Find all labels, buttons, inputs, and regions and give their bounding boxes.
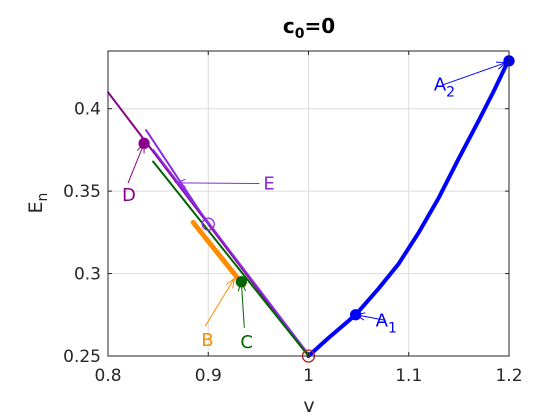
annotation-label: B [201, 330, 213, 351]
title-rest: =0 [304, 14, 335, 38]
x-axis-label: v [303, 395, 314, 417]
tick-layer: 0.8 0.9 1 1.1 1.2 0.25 0.3 0.35 0.4 [63, 51, 523, 386]
annotation-arrowhead [136, 142, 145, 154]
series-line [152, 160, 310, 357]
annotation-label: A2 [434, 75, 455, 101]
annotation-label-base: D [122, 185, 136, 206]
y-axis-label-base: E [25, 201, 47, 213]
y-axis-label: En [25, 193, 51, 214]
y-tick-label: 0.3 [74, 265, 101, 285]
series-line [190, 220, 246, 288]
series-layer [107, 57, 511, 358]
x-tick-label: 0.9 [195, 366, 222, 386]
x-tick-label: 1.1 [395, 366, 422, 386]
title-sub: 0 [295, 26, 305, 42]
marker-layer [138, 55, 515, 363]
annotation-label-base: A [434, 75, 447, 96]
annotation-arrow-line [204, 278, 235, 327]
series-line [152, 148, 310, 356]
annotation-arrowhead [174, 178, 186, 188]
annotation-arrow-line [240, 281, 245, 328]
y-tick-label: 0.35 [63, 182, 101, 202]
point-marker [201, 217, 215, 231]
annotation-arrow-line [176, 182, 260, 184]
annotation-arrowhead [226, 277, 236, 289]
x-tick-label: 1 [303, 366, 314, 386]
annotation-label: E [263, 173, 274, 194]
y-axis-label-sub: n [35, 193, 51, 202]
x-tick-label: 0.8 [94, 366, 121, 386]
annotation-arrowhead [237, 280, 247, 292]
annotation-label: D [122, 185, 136, 206]
annotation-label-sub: 1 [388, 320, 397, 336]
y-tick-label: 0.25 [63, 347, 101, 367]
annotation-label-base: B [201, 330, 213, 351]
x-tick-label: 1.2 [495, 366, 522, 386]
series-line [306, 57, 511, 358]
annotation-arrow-line [355, 314, 386, 321]
annotation-label-sub: 2 [446, 85, 455, 101]
chart-title: c0=0 [283, 14, 335, 42]
annotation-label-base: C [240, 332, 253, 353]
annotation-arrow-line [127, 143, 145, 184]
annotation-label-base: E [263, 173, 274, 194]
annotation-arrowhead [354, 312, 366, 321]
annotation-label: A1 [376, 310, 397, 336]
y-tick-label: 0.4 [74, 100, 101, 120]
annotation-arrow-line [443, 62, 507, 86]
annotation-label-base: A [376, 310, 389, 331]
annotation-label: C [240, 332, 253, 353]
title-base: c [283, 14, 295, 38]
annotation-arrowhead [495, 61, 508, 70]
